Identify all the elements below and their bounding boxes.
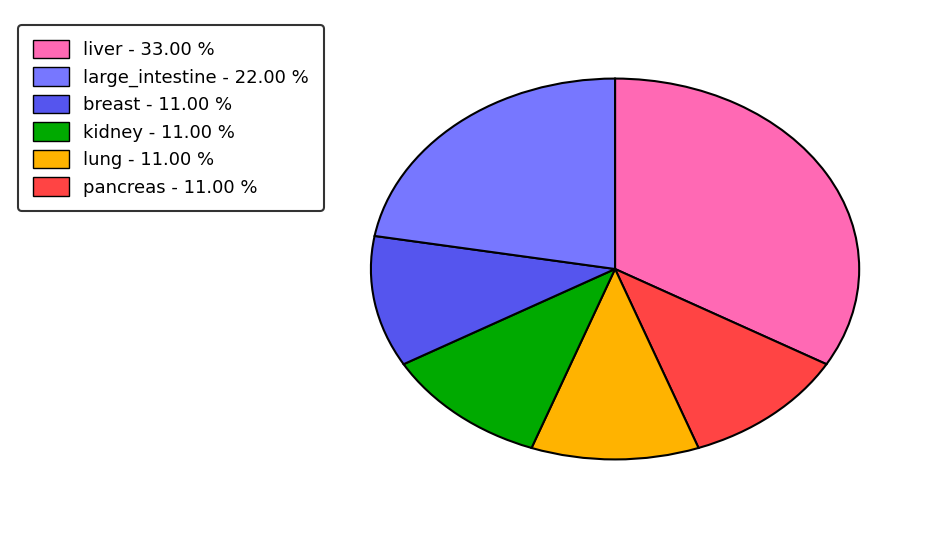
- Wedge shape: [371, 236, 615, 364]
- Wedge shape: [531, 269, 699, 459]
- Wedge shape: [615, 79, 859, 364]
- Legend: liver - 33.00 %, large_intestine - 22.00 %, breast - 11.00 %, kidney - 11.00 %, : liver - 33.00 %, large_intestine - 22.00…: [19, 25, 324, 211]
- Wedge shape: [404, 269, 615, 448]
- Wedge shape: [615, 269, 826, 448]
- Wedge shape: [375, 79, 615, 269]
